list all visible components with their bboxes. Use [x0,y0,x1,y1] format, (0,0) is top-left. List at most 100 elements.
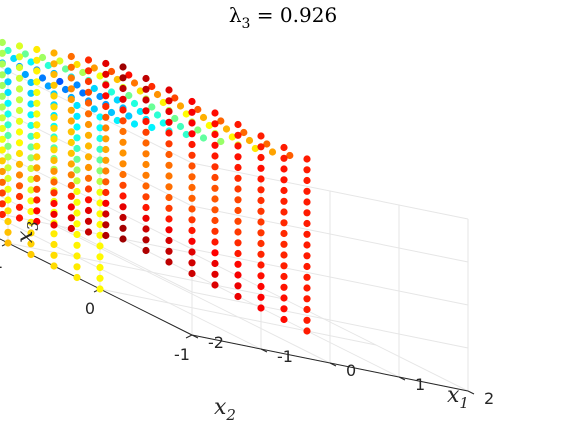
data-point [280,165,288,173]
data-point [142,182,150,190]
data-point [0,103,6,111]
data-point [84,185,93,193]
data-point [4,67,12,75]
grid-line [0,217,262,350]
data-point [50,81,58,89]
data-point [50,49,58,57]
data-point [142,107,150,115]
data-point [79,89,87,97]
data-point [96,210,104,218]
data-point [27,164,35,173]
data-point [211,141,219,149]
data-point [0,189,6,197]
data-point [142,96,150,104]
data-point [50,230,58,238]
data-point [188,130,196,138]
data-point [84,99,93,107]
data-point [50,60,58,68]
data-point [15,139,24,147]
data-point [96,231,104,239]
data-point [188,269,196,278]
data-point [303,187,311,195]
data-point [234,239,242,247]
data-point [0,92,6,100]
data-point [15,171,24,179]
data-point [257,229,265,237]
data-point [125,71,133,79]
data-point [0,167,6,176]
data-point [257,304,265,312]
chart-title: λ3 = 0.926 [229,3,337,32]
data-point [119,117,127,125]
data-point [67,160,75,168]
data-point [257,261,265,269]
data-point [38,74,47,82]
data-point [33,142,41,150]
data-point [142,74,150,83]
data-point [257,196,265,205]
data-point [176,122,185,131]
data-point [4,121,12,129]
data-point [148,82,156,91]
data-point [73,144,81,153]
data-point [280,251,288,259]
data-point [4,217,12,226]
data-point [84,174,93,182]
data-point [234,260,242,268]
data-point [280,305,288,313]
data-point [251,144,259,153]
data-point [33,110,41,118]
data-point [96,124,104,132]
data-point [4,228,12,236]
data-point [142,160,150,169]
data-point [142,128,150,136]
data-point [15,203,24,211]
data-point [211,163,219,171]
data-point [50,92,58,100]
data-point [67,192,75,200]
data-point [211,120,219,128]
data-point [303,262,311,271]
data-point [211,238,219,246]
data-point [102,92,110,100]
data-point [4,46,12,55]
data-point [102,113,110,121]
data-point [96,134,104,143]
data-point [50,199,58,208]
data-point [90,64,98,72]
data-point [234,153,242,161]
data-point [27,132,35,140]
data-point [303,327,311,335]
data-point [73,123,81,131]
data-point [142,225,150,233]
data-point [67,85,75,93]
data-point [27,78,35,87]
data-point [280,315,288,324]
data-point [125,91,133,100]
data-point [15,214,24,222]
data-point [0,60,6,68]
data-point [4,239,12,247]
data-point [153,90,162,99]
data-point [165,215,173,223]
data-point [44,61,52,70]
data-point [165,204,173,212]
data-point [280,229,288,238]
data-point [50,124,58,132]
data-point [280,262,288,270]
data-point [303,219,311,228]
data-point [84,196,93,204]
data-point [61,65,70,73]
data-point [84,110,93,118]
data-point [205,121,213,130]
data-point [50,146,58,154]
data-point [27,58,35,66]
data-point [211,281,219,289]
data-point [15,85,24,93]
data-point [27,175,35,183]
data-point [84,56,93,64]
data-point [27,197,35,205]
data-point [84,217,93,225]
data-point [21,50,29,58]
data-point [142,139,150,147]
